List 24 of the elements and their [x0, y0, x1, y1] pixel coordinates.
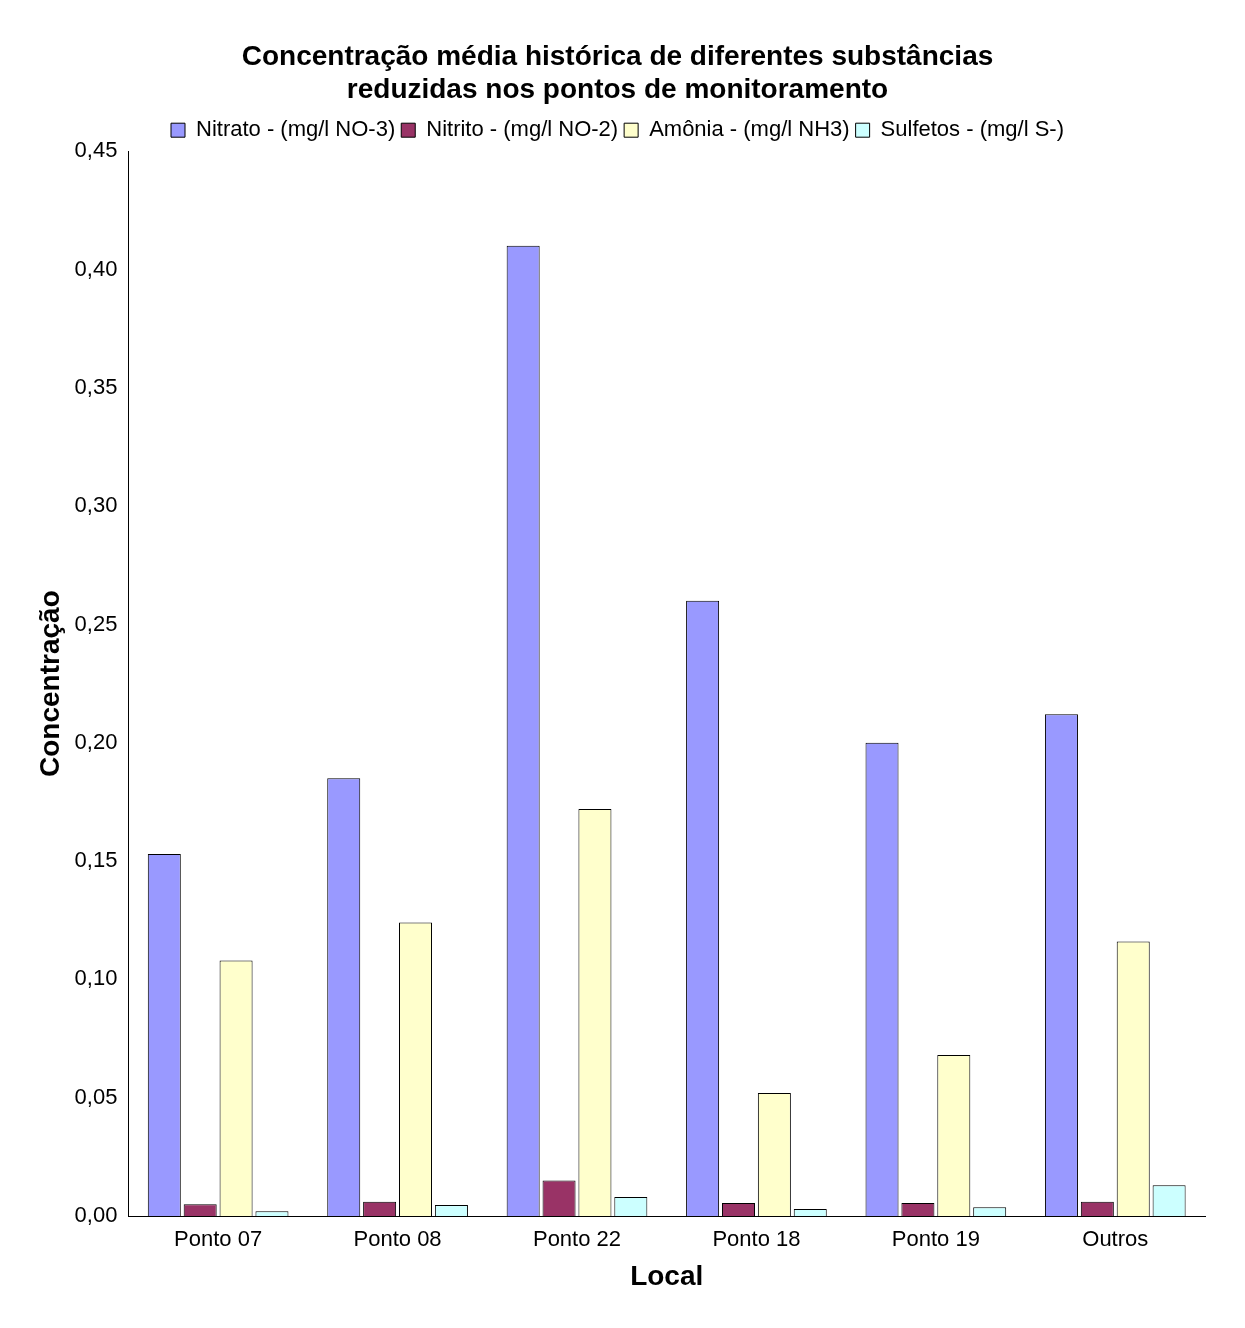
- y-tick-label: 0,45: [74, 137, 118, 163]
- y-tick-label: 0,10: [74, 965, 118, 991]
- y-tick-label: 0,20: [74, 728, 118, 754]
- x-tick-label: Ponto 18: [712, 1226, 801, 1252]
- y-tick-label: 0,40: [74, 255, 118, 281]
- x-tick-label: Ponto 22: [532, 1226, 622, 1252]
- x-tick-label: Outros: [1082, 1226, 1149, 1252]
- y-tick-label: 0,35: [74, 373, 118, 399]
- x-tick-label: Ponto 07: [174, 1226, 263, 1252]
- x-tick-label: Ponto 19: [891, 1226, 980, 1252]
- legend-label: Amônia - (mg/l NH3): [649, 116, 850, 142]
- y-tick-label: 0,15: [74, 847, 118, 873]
- y-tick-label: 0,30: [74, 492, 118, 518]
- x-tick-label: Ponto 08: [353, 1226, 442, 1252]
- legend-label: Nitrito - (mg/l NO-2): [426, 116, 619, 142]
- y-tick-label: 0,25: [74, 610, 118, 636]
- text: Concentração média histórica de diferentes substâncias: [241, 39, 994, 71]
- y-tick-label: 0,05: [74, 1083, 118, 1109]
- y-axis-title: Concentração: [33, 590, 65, 777]
- x-axis-title: Local: [630, 1259, 704, 1291]
- text: reduzidas nos pontos de monitoramento: [346, 73, 889, 105]
- legend-label: Nitrato - (mg/l NO-3): [196, 116, 396, 142]
- legend-label: Sulfetos - (mg/l S-): [880, 116, 1064, 142]
- y-tick-label: 0,00: [74, 1202, 118, 1228]
